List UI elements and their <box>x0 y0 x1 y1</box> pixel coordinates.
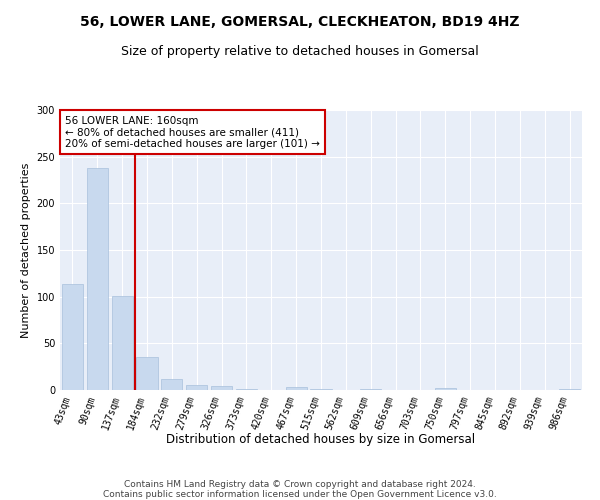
Bar <box>559 389 580 390</box>
Bar <box>211 386 232 390</box>
Bar <box>186 386 207 390</box>
Bar <box>62 284 83 390</box>
Y-axis label: Number of detached properties: Number of detached properties <box>21 162 31 338</box>
Bar <box>310 389 332 390</box>
Text: Distribution of detached houses by size in Gomersal: Distribution of detached houses by size … <box>166 432 476 446</box>
Text: Size of property relative to detached houses in Gomersal: Size of property relative to detached ho… <box>121 45 479 58</box>
Text: Contains HM Land Registry data © Crown copyright and database right 2024.
Contai: Contains HM Land Registry data © Crown c… <box>103 480 497 500</box>
Text: 56, LOWER LANE, GOMERSAL, CLECKHEATON, BD19 4HZ: 56, LOWER LANE, GOMERSAL, CLECKHEATON, B… <box>80 15 520 29</box>
Bar <box>435 388 456 390</box>
Bar <box>360 389 381 390</box>
Bar <box>112 296 133 390</box>
Text: 56 LOWER LANE: 160sqm
← 80% of detached houses are smaller (411)
20% of semi-det: 56 LOWER LANE: 160sqm ← 80% of detached … <box>65 116 320 149</box>
Bar <box>236 389 257 390</box>
Bar <box>161 379 182 390</box>
Bar <box>286 387 307 390</box>
Bar <box>136 358 158 390</box>
Bar <box>87 168 108 390</box>
